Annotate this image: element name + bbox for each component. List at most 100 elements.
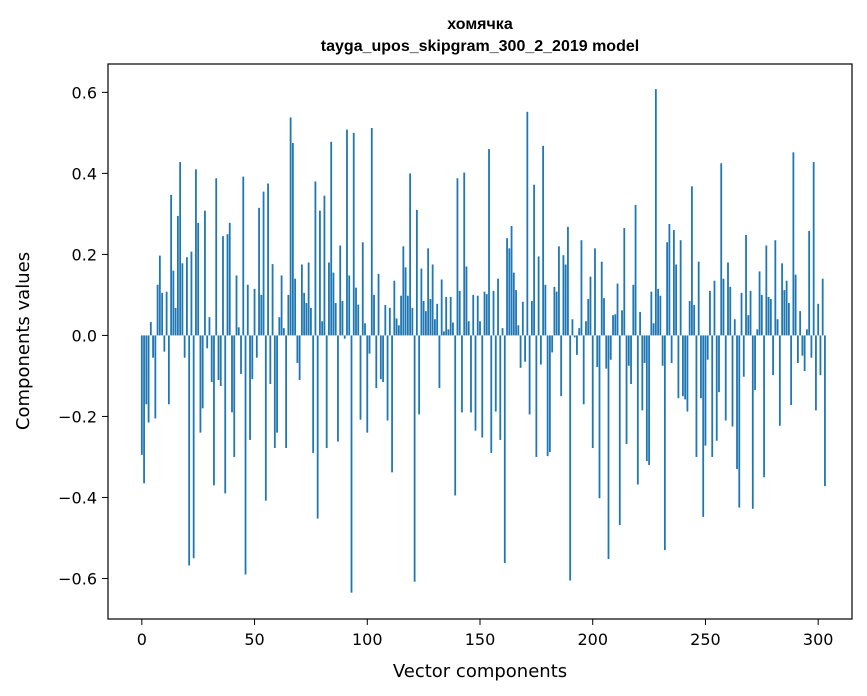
bar [553, 286, 556, 336]
bar [197, 222, 200, 336]
bar [413, 335, 416, 582]
bar [510, 226, 513, 336]
bar [742, 335, 745, 377]
bar [343, 335, 346, 339]
bar [377, 273, 380, 336]
bar [815, 335, 817, 411]
bar [217, 335, 220, 380]
bar [704, 335, 707, 446]
bar [192, 335, 195, 559]
y-axis-label: Components values [13, 252, 34, 430]
bar [314, 181, 317, 336]
bar [817, 303, 820, 336]
bar [630, 335, 632, 385]
bar [785, 280, 788, 336]
bar [443, 331, 445, 336]
bar [700, 335, 702, 399]
bar [564, 264, 567, 336]
bar [623, 228, 626, 336]
bar [727, 262, 729, 336]
bar [544, 284, 547, 336]
bar [379, 335, 382, 380]
bar [431, 264, 434, 336]
bar [763, 335, 765, 478]
y-tick-label: 0.2 [72, 245, 97, 264]
bar [675, 264, 678, 336]
bar [213, 335, 215, 486]
bar [686, 335, 689, 412]
bar [562, 255, 565, 336]
bar [332, 272, 335, 336]
bar [208, 317, 211, 336]
bar [267, 183, 269, 336]
bar [341, 300, 344, 336]
bar [499, 335, 502, 440]
bar [406, 295, 409, 336]
bar [359, 335, 362, 420]
bar [337, 335, 339, 442]
bar [296, 335, 299, 363]
bar [375, 335, 378, 389]
bar [555, 291, 558, 336]
bar [310, 307, 312, 336]
x-tick-label: 100 [352, 630, 383, 649]
bar [276, 335, 278, 433]
bar [519, 335, 522, 368]
bar [397, 325, 400, 336]
bar [747, 315, 750, 336]
bar [596, 335, 599, 368]
bar [325, 335, 328, 449]
bar [199, 335, 202, 433]
bar [625, 335, 628, 444]
bar [729, 286, 732, 336]
bar [411, 307, 414, 336]
plot-frame [107, 63, 853, 620]
bar [751, 335, 754, 509]
bar [233, 335, 236, 457]
chart-subtitle: tayga_upos_skipgram_300_2_2019 model [321, 38, 639, 55]
bar [328, 262, 330, 336]
bar [222, 236, 224, 336]
x-axis-ticks: 0 50 100 150 200 250 300 [137, 619, 833, 649]
bar [787, 303, 790, 336]
bar [258, 207, 260, 336]
bar [616, 283, 619, 336]
bar [745, 234, 747, 336]
bar [316, 335, 319, 519]
bar [210, 335, 213, 383]
bar [682, 335, 684, 397]
bar [497, 278, 499, 336]
bar [569, 335, 572, 581]
bar [693, 305, 696, 336]
y-tick-label: 0.4 [72, 164, 97, 183]
bar [280, 275, 283, 336]
bar [718, 335, 720, 393]
bar [709, 290, 711, 336]
bar [621, 310, 623, 336]
bar [427, 248, 430, 336]
bar [508, 248, 511, 336]
bar [634, 204, 637, 336]
bar [824, 335, 826, 487]
bar [370, 128, 373, 336]
bar [278, 317, 281, 336]
bar [415, 209, 418, 336]
bar [627, 335, 630, 366]
bar [542, 145, 545, 336]
bar [607, 335, 610, 560]
bar [422, 300, 425, 336]
bar [697, 261, 700, 336]
bar [418, 335, 421, 415]
bar [190, 251, 193, 336]
bar [548, 335, 551, 453]
bar [461, 335, 463, 413]
bar [269, 335, 272, 385]
bar [445, 296, 448, 336]
bar [395, 318, 398, 336]
bar [650, 291, 653, 336]
bar [571, 319, 574, 336]
bar [666, 242, 669, 336]
bar [776, 319, 779, 336]
bar [706, 335, 709, 360]
bar [152, 335, 154, 358]
